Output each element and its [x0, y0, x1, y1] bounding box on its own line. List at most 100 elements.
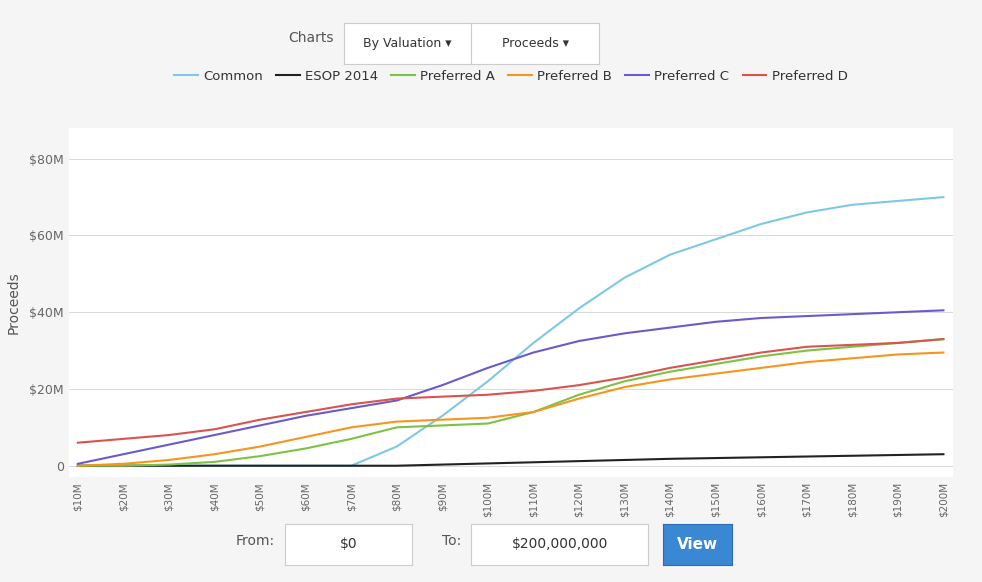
Preferred B — [482, 414, 494, 421]
ESOP 2014 — [482, 460, 494, 467]
Preferred B — [892, 351, 903, 358]
Preferred C — [664, 324, 676, 331]
Common — [846, 201, 858, 208]
Preferred D — [254, 416, 266, 423]
Preferred B — [118, 460, 130, 467]
Common — [801, 209, 813, 216]
Preferred D — [482, 391, 494, 398]
Text: Proceeds ▾: Proceeds ▾ — [502, 37, 569, 50]
Preferred C — [573, 338, 585, 345]
Preferred C — [801, 313, 813, 320]
Preferred C — [938, 307, 950, 314]
Preferred C — [892, 308, 903, 315]
Preferred D — [72, 439, 83, 446]
Preferred A — [619, 378, 630, 385]
ESOP 2014 — [208, 462, 220, 469]
ESOP 2014 — [710, 455, 722, 462]
Common — [391, 443, 403, 450]
Text: View: View — [677, 537, 718, 552]
Preferred A — [254, 453, 266, 460]
Preferred A — [208, 459, 220, 466]
Preferred B — [846, 355, 858, 362]
ESOP 2014 — [755, 454, 767, 461]
Common — [710, 236, 722, 243]
Preferred A — [482, 420, 494, 427]
Preferred C — [391, 397, 403, 404]
Common — [527, 339, 539, 346]
Line: Common: Common — [78, 197, 944, 466]
Preferred B — [938, 349, 950, 356]
ESOP 2014 — [801, 453, 813, 460]
Preferred B — [755, 364, 767, 371]
Line: Preferred A: Preferred A — [78, 339, 944, 466]
Preferred C — [436, 382, 448, 389]
ESOP 2014 — [391, 462, 403, 469]
Preferred C — [72, 460, 83, 467]
Preferred D — [710, 357, 722, 364]
ESOP 2014 — [436, 461, 448, 468]
Preferred A — [436, 422, 448, 429]
Preferred A — [346, 435, 357, 442]
Preferred D — [300, 409, 311, 416]
Preferred D — [436, 393, 448, 400]
Preferred A — [527, 409, 539, 416]
Text: $200,000,000: $200,000,000 — [512, 537, 608, 551]
Common — [72, 462, 83, 469]
Preferred C — [482, 364, 494, 371]
Preferred D — [346, 401, 357, 408]
Preferred A — [391, 424, 403, 431]
ESOP 2014 — [664, 455, 676, 462]
ESOP 2014 — [846, 452, 858, 459]
Common — [938, 194, 950, 201]
Preferred B — [436, 416, 448, 423]
Preferred C — [346, 404, 357, 411]
Text: Charts: Charts — [289, 31, 334, 45]
Preferred C — [208, 431, 220, 438]
Preferred B — [163, 456, 175, 463]
Preferred B — [527, 409, 539, 416]
Preferred A — [163, 461, 175, 468]
Preferred D — [664, 364, 676, 371]
Preferred A — [801, 347, 813, 354]
Text: From:: From: — [236, 534, 275, 548]
Preferred D — [527, 388, 539, 395]
Preferred A — [755, 353, 767, 360]
Preferred D — [846, 342, 858, 349]
Preferred B — [801, 359, 813, 365]
Preferred A — [118, 462, 130, 469]
ESOP 2014 — [527, 459, 539, 466]
Line: ESOP 2014: ESOP 2014 — [78, 454, 944, 466]
Preferred D — [391, 395, 403, 402]
ESOP 2014 — [72, 462, 83, 469]
Preferred C — [118, 450, 130, 457]
Preferred C — [163, 441, 175, 448]
Preferred C — [527, 349, 539, 356]
Common — [163, 462, 175, 469]
Common — [664, 251, 676, 258]
Preferred B — [710, 370, 722, 377]
ESOP 2014 — [892, 452, 903, 459]
Preferred D — [573, 382, 585, 389]
ESOP 2014 — [163, 462, 175, 469]
ESOP 2014 — [300, 462, 311, 469]
Preferred A — [72, 462, 83, 469]
Line: Preferred B: Preferred B — [78, 353, 944, 466]
Common — [573, 305, 585, 312]
Preferred B — [664, 376, 676, 383]
Preferred D — [755, 349, 767, 356]
Preferred B — [346, 424, 357, 431]
Text: By Valuation ▾: By Valuation ▾ — [363, 37, 452, 50]
ESOP 2014 — [619, 456, 630, 463]
Common — [208, 462, 220, 469]
Preferred B — [254, 443, 266, 450]
Preferred B — [391, 418, 403, 425]
Preferred B — [619, 384, 630, 391]
Preferred C — [755, 314, 767, 321]
ESOP 2014 — [938, 450, 950, 457]
Line: Preferred D: Preferred D — [78, 339, 944, 443]
Preferred B — [208, 450, 220, 457]
Preferred C — [846, 311, 858, 318]
ESOP 2014 — [346, 462, 357, 469]
Preferred A — [710, 360, 722, 367]
Preferred C — [254, 422, 266, 429]
